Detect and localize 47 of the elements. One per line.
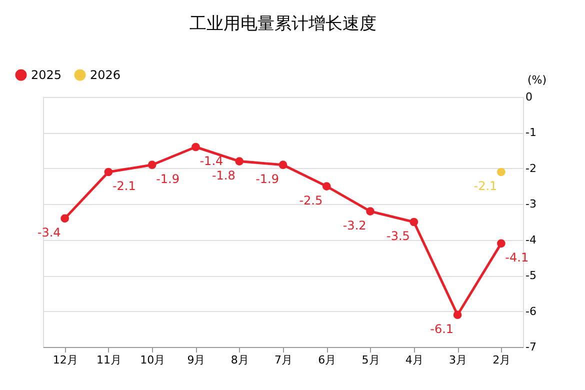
point bbox=[278, 160, 288, 170]
y-axis-title: (%) bbox=[528, 74, 547, 86]
x-tick-label: 8月 bbox=[230, 354, 249, 366]
data-label: -2.5 bbox=[299, 193, 323, 208]
x-tick-label: 3月 bbox=[449, 354, 468, 366]
chart-title: 工业用电量累计增长速度 bbox=[190, 14, 376, 34]
data-label: -2.1 bbox=[474, 179, 498, 193]
x-tick-label: 7月 bbox=[274, 354, 292, 366]
x-tick-label: 10月 bbox=[140, 354, 166, 366]
point bbox=[192, 142, 200, 152]
point bbox=[497, 239, 506, 248]
x-tick-label: 2月 bbox=[492, 354, 511, 366]
y-tick-label: -6 bbox=[526, 304, 536, 318]
point bbox=[60, 214, 69, 223]
data-label: -3.2 bbox=[342, 218, 366, 232]
data-label: -2.1 bbox=[112, 179, 136, 193]
y-tick-label: -4 bbox=[526, 233, 536, 246]
y-tick-label: 0 bbox=[526, 90, 532, 104]
x-tick-label: 5月 bbox=[362, 354, 380, 366]
data-label: -1.8 bbox=[212, 168, 236, 182]
data-label: -6.1 bbox=[430, 322, 454, 336]
data-label: -1.9 bbox=[156, 172, 180, 186]
y-tick-label: -3 bbox=[526, 198, 536, 211]
point bbox=[148, 160, 156, 170]
legend-label: 2025 bbox=[31, 68, 62, 82]
point bbox=[410, 218, 418, 226]
x-tick-label: 9月 bbox=[187, 354, 206, 366]
data-label: -1.9 bbox=[256, 172, 279, 186]
x-tick-label: 12月 bbox=[52, 354, 78, 366]
data-label: -1.4 bbox=[200, 154, 224, 168]
x-tick-label: 4月 bbox=[405, 354, 424, 366]
point bbox=[104, 168, 113, 176]
point bbox=[497, 168, 506, 176]
y-tick-label: -1 bbox=[526, 126, 536, 140]
data-label: -4.1 bbox=[505, 250, 529, 264]
point bbox=[366, 207, 374, 216]
data-label: -3.4 bbox=[37, 225, 61, 240]
point bbox=[322, 182, 331, 190]
x-tick-label: 11月 bbox=[96, 354, 122, 366]
point bbox=[453, 310, 462, 320]
point bbox=[235, 157, 244, 166]
y-tick-label: -2 bbox=[526, 162, 536, 175]
data-label: -3.5 bbox=[386, 229, 410, 243]
legend-label: 2026 bbox=[90, 68, 121, 82]
y-tick-label: -7 bbox=[526, 340, 536, 354]
y-tick-label: -5 bbox=[526, 269, 536, 282]
x-tick-label: 6月 bbox=[318, 354, 336, 366]
